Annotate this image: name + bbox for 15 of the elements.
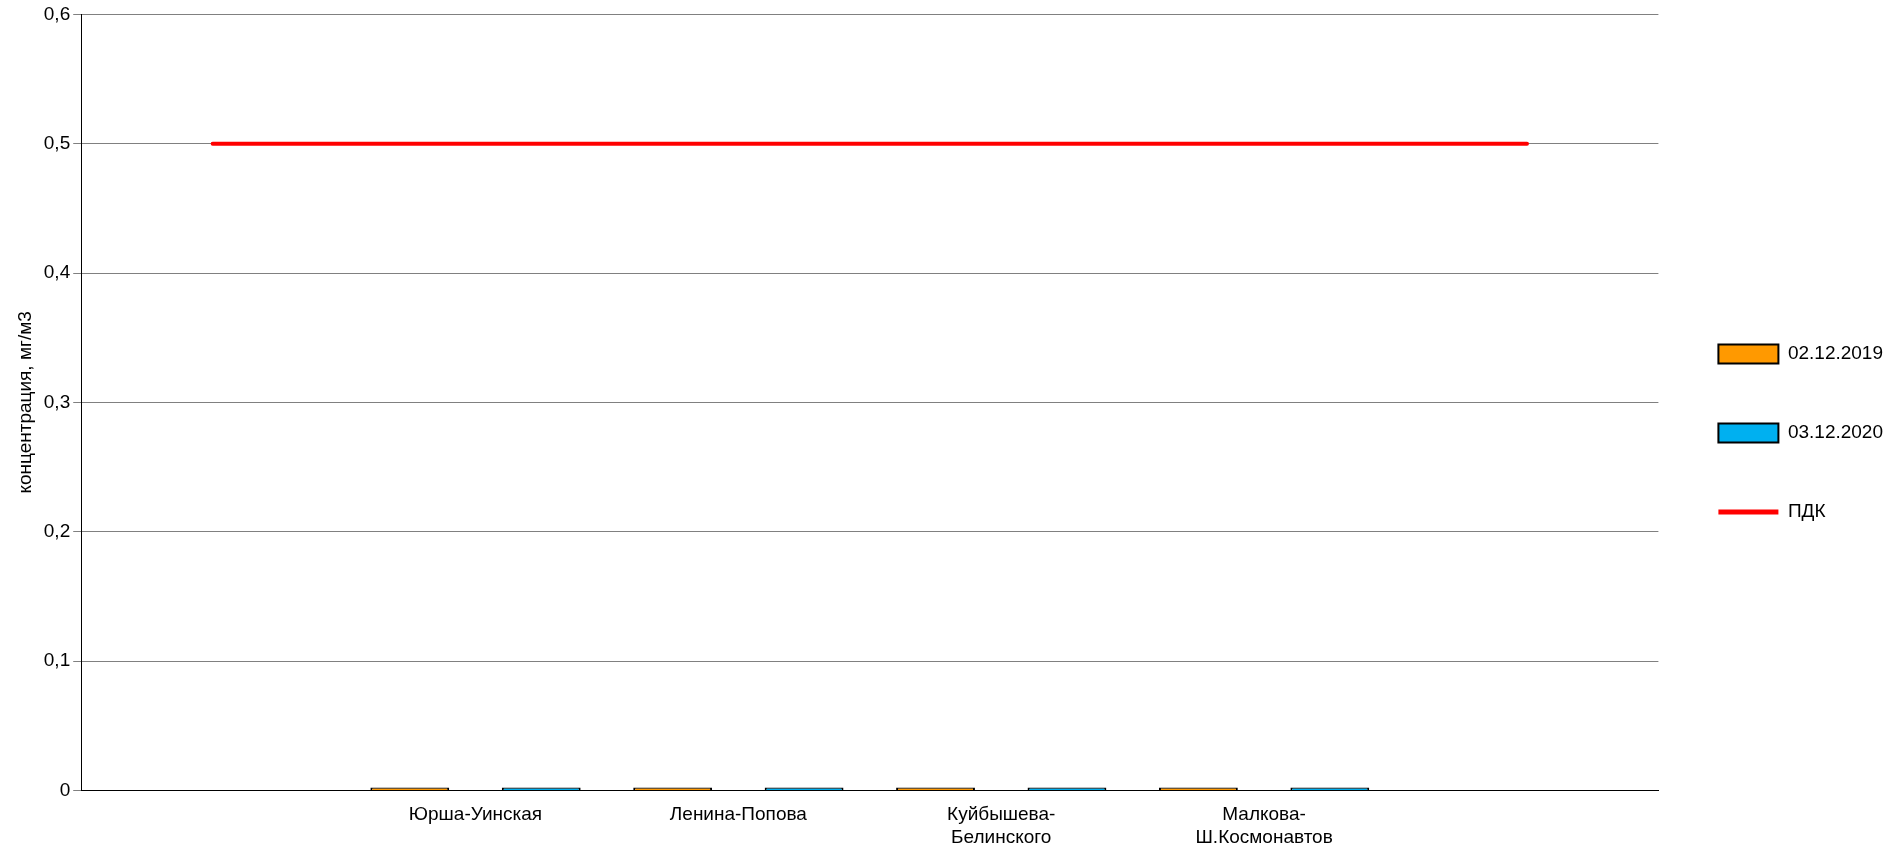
legend-label: 02.12.2019: [1787, 342, 1883, 364]
y-tick-label: 0: [59, 778, 71, 800]
y-tick-label: 0,3: [43, 390, 71, 412]
y-tick-label: 0,1: [43, 649, 71, 671]
legend-label: 03.12.2020: [1787, 421, 1883, 443]
x-tick-label: Юрша-Уинская: [408, 803, 543, 825]
y-tick-label: 0,5: [43, 131, 71, 153]
y-tick-label: 0,4: [43, 261, 71, 283]
legend-label: ПДК: [1787, 500, 1826, 522]
y-tick-label: 0,6: [43, 2, 71, 24]
x-tick-label: Малкова- Ш.Космонавтов: [1195, 803, 1333, 847]
x-tick-label: Куйбышева- Белинского: [947, 803, 1056, 847]
y-tick-label: 0,2: [43, 519, 71, 541]
y-axis-title: концентрация, мг/м3: [13, 311, 35, 494]
x-tick-label: Ленина-Попова: [669, 803, 808, 825]
